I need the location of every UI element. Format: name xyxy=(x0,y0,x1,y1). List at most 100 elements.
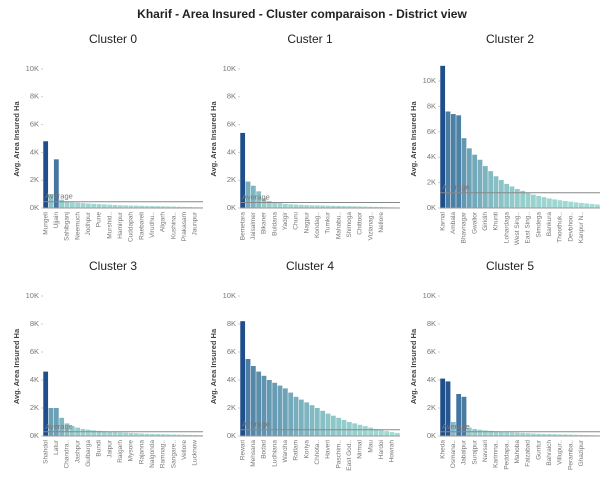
bar xyxy=(562,201,568,208)
bar xyxy=(272,202,278,208)
y-tick-label: 6K xyxy=(427,347,436,356)
bar xyxy=(59,199,65,208)
x-tick-label: Ramnag.. xyxy=(160,440,167,468)
y-tick-label: 10K xyxy=(26,64,39,73)
y-tick-label: 2K xyxy=(227,403,236,412)
bar xyxy=(488,430,494,436)
bar xyxy=(440,378,446,436)
x-tick-label: Sangare.. xyxy=(170,440,177,468)
bar xyxy=(357,424,363,436)
bar xyxy=(525,433,531,436)
bar xyxy=(117,432,123,436)
bar xyxy=(541,433,547,436)
x-tick-label: Wardha xyxy=(282,440,289,463)
bar xyxy=(450,422,456,436)
bar xyxy=(69,426,75,436)
y-tick-label: 6K xyxy=(30,347,39,356)
y-tick-label: 6K xyxy=(427,127,436,136)
bar xyxy=(133,433,139,436)
x-tick-label: Simdega xyxy=(535,212,542,238)
bar xyxy=(277,203,283,208)
bar xyxy=(75,202,81,208)
bar xyxy=(320,410,326,436)
bar xyxy=(171,434,177,436)
x-tick-label: Mungeli xyxy=(42,212,49,235)
bar xyxy=(314,408,320,436)
bar xyxy=(509,186,515,208)
bar xyxy=(472,154,478,208)
bar xyxy=(557,434,563,436)
y-tick-label: 8K xyxy=(30,319,39,328)
bar xyxy=(320,205,326,208)
bar xyxy=(472,429,478,436)
bar xyxy=(48,194,54,208)
panel-title: Custer 1 xyxy=(287,32,333,46)
x-tick-label: East God.. xyxy=(346,440,353,471)
bar xyxy=(59,417,65,436)
bar xyxy=(373,429,379,436)
bar xyxy=(171,206,177,208)
bar xyxy=(48,408,54,436)
bar xyxy=(498,180,504,208)
x-tick-label: Jaipur xyxy=(106,439,113,458)
y-tick-label: 10K xyxy=(423,291,436,300)
bar xyxy=(277,385,283,436)
x-tick-label: Lucknow xyxy=(192,440,199,466)
x-tick-label: Aligarh xyxy=(160,212,167,233)
bar xyxy=(123,205,129,208)
bar xyxy=(378,430,384,436)
bar xyxy=(362,426,368,436)
y-tick-label: 8K xyxy=(227,319,236,328)
x-tick-label: Nalgonda xyxy=(149,440,156,468)
bar xyxy=(568,434,574,436)
y-tick-label: 8K xyxy=(427,319,436,328)
bar xyxy=(466,148,472,208)
y-tick-label: 2K xyxy=(427,178,436,187)
bar xyxy=(589,203,595,208)
bar xyxy=(282,203,288,208)
y-tick-label: 8K xyxy=(227,92,236,101)
x-tick-label: Kondag.. xyxy=(314,212,321,238)
y-axis-label: Avg. Area Insured Ha xyxy=(12,328,21,404)
bar xyxy=(304,205,310,208)
bar xyxy=(293,396,299,436)
bar xyxy=(504,183,510,208)
x-tick-label: Jaunpur xyxy=(192,211,199,235)
x-tick-label: Hamirpur xyxy=(117,211,124,239)
bar xyxy=(240,132,246,208)
x-tick-label: Cuddapah xyxy=(128,212,135,242)
x-tick-label: Prakasam xyxy=(181,212,188,241)
bar xyxy=(493,176,499,208)
panel-title: Cluster 2 xyxy=(486,32,534,46)
bar xyxy=(176,206,182,208)
bar xyxy=(272,382,278,436)
x-tick-label: Shahdol xyxy=(42,439,49,463)
bar xyxy=(488,171,494,208)
x-tick-label: Bhavnagar xyxy=(461,211,468,243)
y-tick-label: 4K xyxy=(30,375,39,384)
y-tick-label: 0K xyxy=(227,431,236,440)
bar xyxy=(389,432,395,436)
x-tick-label: Lohardaga xyxy=(503,212,510,243)
bar xyxy=(80,429,86,436)
bar xyxy=(341,419,347,436)
bar xyxy=(530,194,536,208)
x-tick-label: Ujjain xyxy=(53,212,60,229)
bar xyxy=(498,431,504,436)
y-tick-label: 4K xyxy=(427,152,436,161)
bar xyxy=(461,138,467,208)
dashboard-title: Kharif - Area Insured - Cluster comparai… xyxy=(137,7,467,21)
x-tick-label: Bundi xyxy=(96,440,103,457)
average-label: Average xyxy=(242,192,270,201)
bar xyxy=(80,203,86,208)
bar xyxy=(546,434,552,436)
x-tick-label: Nellore xyxy=(378,212,385,233)
y-tick-label: 8K xyxy=(427,101,436,110)
bar xyxy=(107,431,113,436)
y-tick-label: 2K xyxy=(227,175,236,184)
x-tick-label: Rewari xyxy=(239,440,246,460)
bar xyxy=(525,192,531,208)
panel-title: Cluster 5 xyxy=(486,259,534,273)
bar xyxy=(117,205,123,208)
x-tick-label: Jodhpur xyxy=(85,211,92,235)
